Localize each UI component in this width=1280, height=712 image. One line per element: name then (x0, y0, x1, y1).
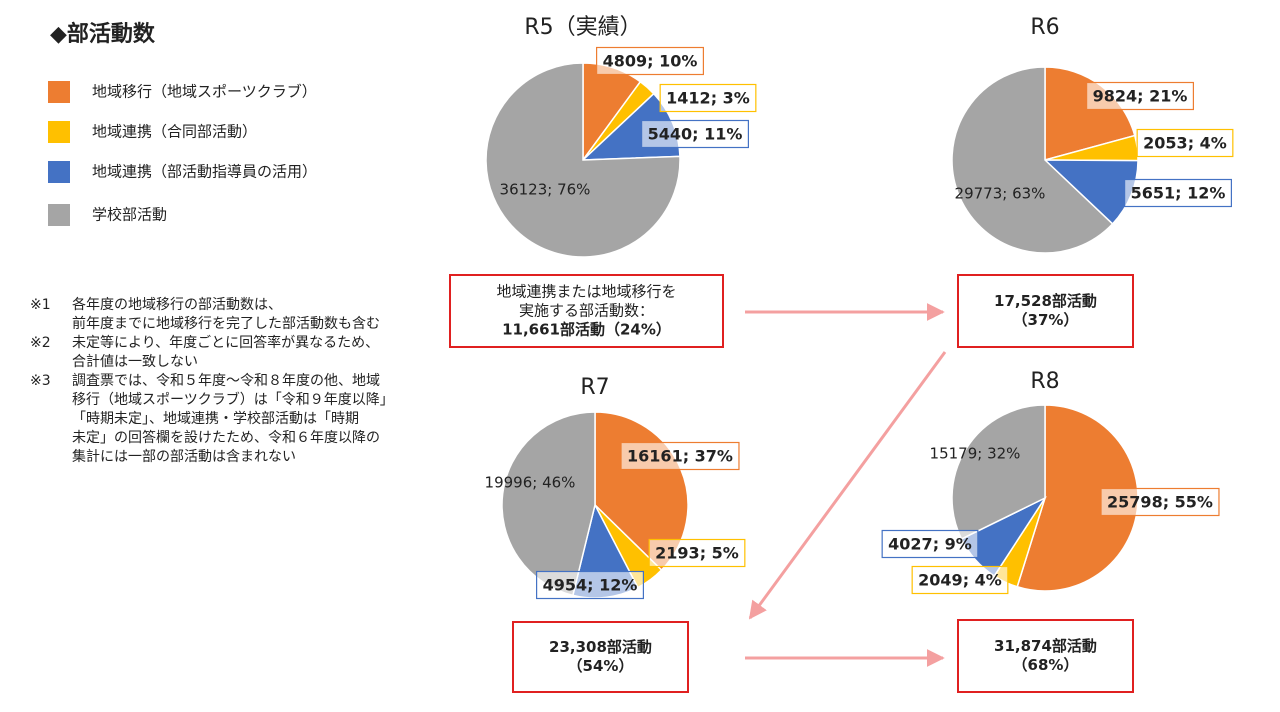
chart-title: R7 (580, 375, 609, 400)
data-label: 19996; 46% (485, 474, 576, 492)
note-mark: ※1 (30, 297, 51, 313)
data-label: 15179; 32% (930, 445, 1021, 463)
legend-swatch (48, 121, 70, 143)
note-line: 未定等により、年度ごとに回答率が異なるため、 (72, 334, 379, 351)
legend-swatch (48, 161, 70, 183)
data-label: 25798; 55% (1107, 493, 1213, 512)
label-box (596, 46, 704, 76)
data-label: 2053; 4% (1143, 134, 1227, 153)
legend-label: 学校部活動 (92, 206, 167, 224)
box-line: 17,528部活動 (994, 292, 1097, 310)
note-line: 「時期未定」、地域連携・学校部活動は「時期 (72, 410, 359, 427)
data-label: 36123; 76% (500, 181, 591, 199)
chart-title: R6 (1030, 15, 1059, 40)
note-line: 前年度までに地域移行を完了した部活動数も含む (72, 315, 380, 332)
box-line: 地域連携または地域移行を (496, 283, 676, 301)
box-line: 実施する部活動数： (519, 302, 654, 320)
label-box (659, 83, 757, 113)
arrow (748, 351, 947, 620)
chart-title: R8 (1030, 369, 1059, 394)
data-label: 29773; 63% (955, 185, 1046, 203)
label-box (1124, 178, 1232, 208)
note-mark: ※2 (30, 335, 51, 351)
chart-title: R5（実績） (524, 15, 641, 40)
pie-slice (485, 62, 681, 258)
pie-slice (951, 66, 1114, 254)
legend-label: 地域連携（合同部活動） (92, 123, 257, 141)
box-line: 23,308部活動 (549, 638, 652, 656)
note-line: 合計値は一致しない (72, 354, 198, 370)
data-label: 16161; 37% (627, 447, 733, 466)
arrows (745, 303, 947, 667)
note-line: 移行（地域スポーツクラブ）は「令和９年度以降」 (72, 391, 394, 408)
box-line: （37%） (1013, 311, 1079, 329)
note-line: 調査票では、令和５年度～令和８年度の他、地域 (72, 373, 380, 389)
box-line: （68%） (1013, 656, 1079, 674)
label-box (911, 565, 1009, 595)
legend-label: 地域連携（部活動指導員の活用） (92, 163, 317, 181)
data-label: 1412; 3% (666, 89, 750, 108)
note-line: 未定」の回答欄を設けたため、令和６年度以降の (72, 429, 380, 446)
label-box (536, 570, 644, 600)
summary-box (957, 274, 1134, 348)
label-box (881, 529, 979, 559)
note-mark: ※3 (30, 373, 51, 389)
data-label: 4954; 12% (543, 576, 638, 595)
summary-box (449, 274, 724, 348)
legend-swatch (48, 204, 70, 226)
note-line: 各年度の地域移行の部活動数は、 (72, 297, 282, 313)
label-box (648, 538, 746, 568)
title: ◆部活動数 (50, 21, 156, 47)
label-box (1100, 487, 1220, 517)
pie-slice (951, 404, 1046, 540)
label-box (620, 441, 740, 471)
label-box (1086, 81, 1194, 111)
note-line: 集計には一部の部活動は含まれない (72, 448, 296, 465)
legend-swatch (48, 81, 70, 103)
box-line: 11,661部活動（24%） (502, 321, 671, 339)
legend-label: 地域移行（地域スポーツクラブ） (92, 83, 317, 101)
data-label: 5651; 12% (1131, 184, 1226, 203)
box-line: （54%） (568, 657, 634, 675)
label-box (641, 119, 749, 149)
data-label: 2193; 5% (655, 544, 739, 563)
box-line: 31,874部活動 (994, 637, 1097, 655)
data-label: 4027; 9% (888, 535, 972, 554)
data-label: 9824; 21% (1093, 87, 1188, 106)
data-label: 4809; 10% (603, 52, 698, 71)
summary-box (957, 619, 1134, 693)
data-label: 5440; 11% (648, 125, 743, 144)
summary-box (512, 621, 689, 693)
label-box (1136, 128, 1234, 158)
data-label: 2049; 4% (918, 571, 1002, 590)
